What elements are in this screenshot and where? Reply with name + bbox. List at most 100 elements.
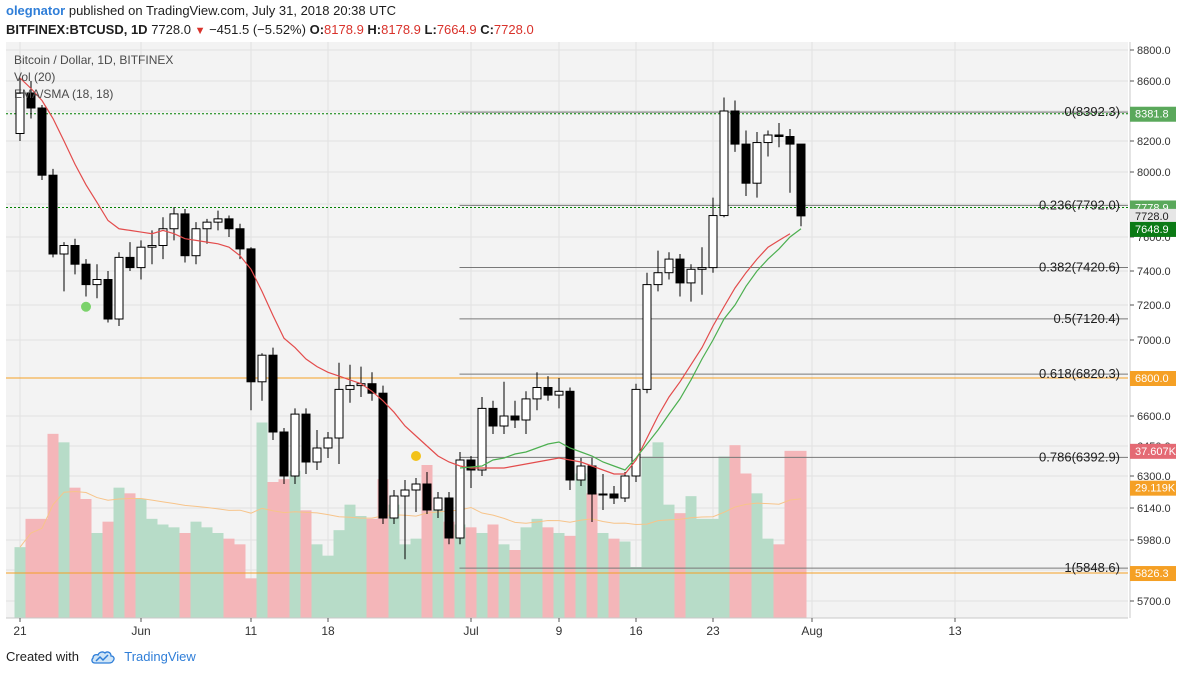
volume-ma-line (19, 490, 802, 548)
signal-marker-dot (81, 301, 91, 312)
volume-bar (663, 504, 675, 618)
fib-level-label: 0.236(7792.0) (1039, 197, 1120, 212)
volume-bar (388, 504, 400, 618)
candle-body (719, 110, 729, 217)
candle-body (697, 267, 707, 270)
volume-bar (762, 538, 774, 618)
candle-body (587, 465, 597, 495)
candle-body (785, 136, 795, 145)
candle-body (268, 354, 278, 433)
volume-bar (190, 521, 202, 618)
candle-body (26, 92, 36, 109)
fib-level-label: 0.618(6820.3) (1039, 366, 1120, 381)
time-axis-label: 9 (556, 624, 563, 638)
candle-body (169, 213, 179, 230)
volume-bar (773, 544, 785, 618)
candle-body (642, 284, 652, 390)
candle-body (620, 475, 630, 499)
volume-bar (630, 567, 642, 618)
candle-body (488, 407, 498, 427)
chart-legend-title: Bitcoin / Dollar, 1D, BITFINEX (14, 53, 174, 67)
candle-body (752, 142, 762, 184)
volume-bar (608, 538, 620, 618)
volume-bar (223, 538, 235, 618)
candle-body (664, 258, 674, 274)
volume-bar (333, 530, 345, 618)
candle-body (301, 413, 311, 463)
volume-bar (289, 470, 301, 618)
candle-body (191, 228, 201, 257)
time-axis-label: Jun (131, 624, 150, 638)
volume-tag: 37.607K (1135, 446, 1177, 458)
candle-body (279, 431, 289, 477)
fib-level-label: 1(5848.6) (1064, 560, 1120, 575)
volume-bar (553, 533, 565, 618)
volume-bar (597, 533, 609, 618)
volume-bar (80, 499, 92, 618)
volume-bar (410, 538, 422, 618)
volume-bar (564, 535, 576, 618)
volume-bar (322, 555, 334, 618)
candle-body (59, 245, 69, 255)
candle-body (114, 256, 124, 320)
volume-bar (355, 516, 367, 618)
tradingview-link[interactable]: TradingView (124, 649, 196, 664)
volume-bar (135, 499, 147, 618)
low-value: 7664.9 (436, 22, 477, 37)
candle-body (257, 354, 267, 383)
candle-body (378, 392, 388, 519)
candle-body (202, 221, 212, 230)
candle-body (323, 437, 333, 449)
price-tag: 6800.0 (1135, 373, 1169, 385)
price-change: −451.5 (−5.52%) (209, 22, 306, 37)
publish-line: olegnator published on TradingView.com, … (6, 3, 396, 18)
volume-bar (729, 445, 741, 618)
volume-bar (36, 518, 48, 618)
volume-bar (421, 465, 433, 618)
candle-body (796, 143, 806, 217)
author-link[interactable]: olegnator (6, 3, 66, 18)
volume-bar (619, 541, 631, 618)
candle-body (81, 263, 91, 286)
close-label: C: (480, 22, 494, 37)
candle-body (400, 489, 410, 497)
volume-bar (157, 524, 169, 618)
candle-body (103, 279, 113, 320)
price-tag: 8381.8 (1135, 109, 1169, 121)
candle-body (510, 415, 520, 421)
high-value: 8178.9 (381, 22, 421, 37)
volume-legend: Vol (20) (14, 70, 56, 84)
price-axis-label: 8800.0 (1137, 45, 1171, 57)
candle-body (686, 268, 696, 284)
fib-level-label: 0.786(6392.9) (1039, 449, 1120, 464)
volume-bar (740, 473, 752, 618)
price-tag-bg (1130, 106, 1176, 122)
price-tag-bg (1130, 566, 1176, 582)
volume-bar (344, 504, 356, 618)
candle-body (15, 92, 25, 134)
volume-bar (58, 442, 70, 618)
price-tag: 7728.0 (1135, 211, 1169, 223)
price-tag-bg (1130, 371, 1176, 386)
volume-bar (91, 533, 103, 618)
price-axis-label: 6300.0 (1137, 471, 1171, 483)
volume-bar (25, 518, 37, 618)
volume-bar (113, 487, 125, 618)
volume-bar (454, 524, 466, 618)
high-label: H: (367, 22, 382, 37)
down-arrow-icon: ▼ (194, 25, 206, 37)
low-label: L: (424, 22, 437, 37)
price-axis-label: 5700.0 (1137, 596, 1171, 608)
candle-body (763, 134, 773, 144)
time-axis-label: Jul (463, 624, 478, 638)
candle-body (653, 272, 663, 286)
fib-level-label: 0.5(7120.4) (1054, 311, 1121, 326)
volume-bar (751, 493, 763, 618)
time-axis-label: 16 (629, 624, 643, 638)
tradingview-cloud-icon (90, 651, 115, 664)
time-axis-label: 21 (13, 624, 27, 638)
price-tag: 5826.3 (1135, 568, 1169, 580)
time-axis-label: 13 (948, 624, 962, 638)
price-axis-label: 6600.0 (1137, 411, 1171, 423)
